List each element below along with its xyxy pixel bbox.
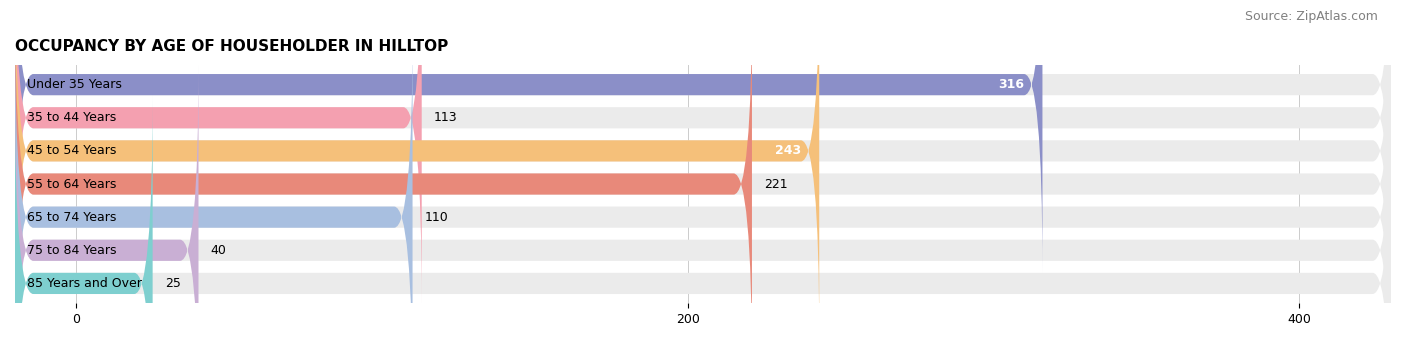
Text: 40: 40 bbox=[211, 244, 226, 257]
Text: Under 35 Years: Under 35 Years bbox=[27, 78, 122, 91]
FancyBboxPatch shape bbox=[15, 0, 1042, 273]
Text: 65 to 74 Years: 65 to 74 Years bbox=[27, 211, 117, 224]
Text: 110: 110 bbox=[425, 211, 449, 224]
FancyBboxPatch shape bbox=[15, 95, 153, 341]
Text: 221: 221 bbox=[763, 178, 787, 191]
Text: 316: 316 bbox=[998, 78, 1024, 91]
Text: OCCUPANCY BY AGE OF HOUSEHOLDER IN HILLTOP: OCCUPANCY BY AGE OF HOUSEHOLDER IN HILLT… bbox=[15, 39, 449, 54]
FancyBboxPatch shape bbox=[15, 0, 1391, 341]
FancyBboxPatch shape bbox=[15, 62, 198, 341]
FancyBboxPatch shape bbox=[15, 0, 422, 306]
Text: 55 to 64 Years: 55 to 64 Years bbox=[27, 178, 117, 191]
FancyBboxPatch shape bbox=[15, 0, 820, 339]
FancyBboxPatch shape bbox=[15, 0, 1391, 339]
FancyBboxPatch shape bbox=[15, 0, 752, 341]
Text: 25: 25 bbox=[165, 277, 181, 290]
Text: 45 to 54 Years: 45 to 54 Years bbox=[27, 144, 117, 158]
Text: 113: 113 bbox=[434, 111, 457, 124]
FancyBboxPatch shape bbox=[15, 0, 1391, 306]
Text: 243: 243 bbox=[775, 144, 801, 158]
FancyBboxPatch shape bbox=[15, 0, 1391, 273]
Text: 75 to 84 Years: 75 to 84 Years bbox=[27, 244, 117, 257]
Text: 35 to 44 Years: 35 to 44 Years bbox=[27, 111, 117, 124]
FancyBboxPatch shape bbox=[15, 62, 1391, 341]
Text: 85 Years and Over: 85 Years and Over bbox=[27, 277, 142, 290]
FancyBboxPatch shape bbox=[15, 29, 1391, 341]
Text: Source: ZipAtlas.com: Source: ZipAtlas.com bbox=[1244, 10, 1378, 23]
FancyBboxPatch shape bbox=[15, 95, 1391, 341]
FancyBboxPatch shape bbox=[15, 29, 412, 341]
